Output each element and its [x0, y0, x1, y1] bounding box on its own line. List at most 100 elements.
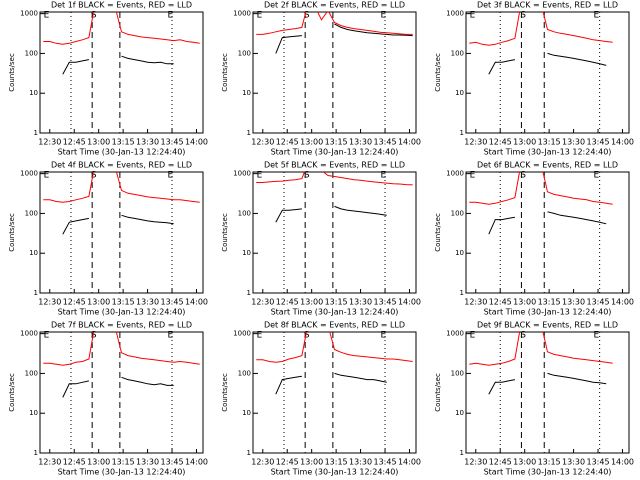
panel: Det 2f BLACK = Events, RED = LLD Start Ti…: [221, 1, 421, 157]
y-tick-label: 100: [238, 209, 251, 217]
event-marker: E: [381, 11, 387, 21]
panel: Det 5f BLACK = Events, RED = LLD Start Ti…: [221, 161, 421, 317]
panel-title: Det 2f BLACK = Events, RED = LLD: [264, 1, 405, 10]
event-marker: E: [381, 331, 387, 341]
plot-lines: [469, 172, 613, 235]
plot-frame: [252, 331, 417, 454]
x-tick-label: 12:30: [464, 458, 487, 467]
panel-title: Det 8f BLACK = Events, RED = LLD: [264, 321, 405, 330]
x-tick-label: 13:15: [325, 138, 348, 147]
event-marker: S: [520, 331, 526, 341]
event-marker: E: [168, 331, 174, 341]
y-tick-label: 1: [460, 129, 464, 137]
event-marker: S: [91, 331, 97, 341]
y-tick-label: 10: [29, 409, 38, 417]
event-marker: S: [304, 331, 310, 341]
x-tick-label: 13:00: [87, 138, 110, 147]
panel: Det 6f BLACK = Events, RED = LLD Start Ti…: [434, 161, 634, 317]
event-marker: E: [44, 171, 50, 181]
x-tick-label: 13:30: [562, 298, 585, 307]
y-tick-label: 1: [460, 289, 464, 297]
plot-frame: [465, 331, 630, 454]
x-tick-label: 13:00: [513, 458, 536, 467]
y-tick-label: 10: [29, 89, 38, 97]
event-marker: E: [257, 11, 263, 21]
plot-lines: [469, 12, 613, 75]
x-tick-label: 13:45: [160, 298, 183, 307]
event-marker: E: [470, 11, 476, 21]
series-line: [469, 332, 613, 366]
event-marker: S: [520, 11, 526, 21]
y-tick-label: 1000: [233, 330, 251, 338]
event-marker: E: [594, 331, 600, 341]
y-axis-label: Counts/sec: [221, 373, 229, 412]
event-marker: S: [91, 171, 97, 181]
x-tick-label: 13:00: [87, 298, 110, 307]
y-tick-label: 1000: [233, 10, 251, 18]
x-tick-label: 12:30: [38, 458, 61, 467]
x-tick-label: 12:30: [464, 298, 487, 307]
x-axis-label: Start Time (30-Jan-13 12:24:40): [271, 148, 399, 157]
x-tick-label: 13:00: [513, 138, 536, 147]
plot-lines: [256, 172, 413, 223]
x-axis-label: Start Time (30-Jan-13 12:24:40): [58, 468, 186, 477]
plot-lines: [469, 332, 613, 395]
series-line: [275, 23, 413, 54]
x-tick-label: 14:00: [611, 138, 634, 147]
x-axis-label: Start Time (30-Jan-13 12:24:40): [271, 308, 399, 317]
x-tick-label: 13:00: [87, 458, 110, 467]
y-axis-label: Counts/sec: [8, 213, 16, 252]
series-line: [256, 332, 413, 363]
y-tick-label: 1: [247, 129, 251, 137]
event-marker: E: [594, 171, 600, 181]
x-tick-label: 12:45: [489, 298, 512, 307]
x-tick-label: 13:15: [112, 298, 135, 307]
y-tick-label: 1000: [20, 10, 38, 18]
x-axis-label: Start Time (30-Jan-13 12:24:40): [271, 468, 399, 477]
y-tick-label: 1: [460, 449, 464, 457]
series-line: [62, 214, 174, 235]
event-marker: E: [594, 11, 600, 21]
y-tick-label: 1: [247, 449, 251, 457]
x-tick-label: 14:00: [611, 298, 634, 307]
y-axis-label: Counts/sec: [434, 53, 442, 92]
event-marker: E: [470, 331, 476, 341]
panel-title: Det 5f BLACK = Events, RED = LLD: [264, 161, 405, 170]
x-tick-label: 13:15: [325, 298, 348, 307]
x-tick-label: 12:45: [276, 458, 299, 467]
x-tick-label: 13:30: [349, 458, 372, 467]
y-tick-label: 1000: [20, 170, 38, 178]
panel: Det 8f BLACK = Events, RED = LLD Start Ti…: [221, 321, 421, 477]
panel-title: Det 7f BLACK = Events, RED = LLD: [51, 321, 192, 330]
plot-frame: [252, 11, 417, 134]
panel: Det 1f BLACK = Events, RED = LLD Start Ti…: [8, 1, 208, 157]
series-line: [43, 12, 200, 45]
plot-lines: [43, 172, 200, 235]
x-tick-label: 13:00: [300, 298, 323, 307]
x-tick-label: 13:30: [349, 298, 372, 307]
x-tick-label: 13:45: [160, 138, 183, 147]
x-axis-label: Start Time (30-Jan-13 12:24:40): [58, 148, 186, 157]
x-tick-label: 14:00: [398, 458, 421, 467]
y-tick-label: 100: [25, 49, 38, 57]
panel-title: Det 3f BLACK = Events, RED = LLD: [477, 1, 618, 10]
event-marker: E: [470, 171, 476, 181]
x-tick-label: 12:30: [251, 458, 274, 467]
y-tick-label: 1000: [446, 170, 464, 178]
panel-title: Det 9f BLACK = Events, RED = LLD: [477, 321, 618, 330]
y-tick-label: 10: [242, 89, 251, 97]
x-axis-label: Start Time (30-Jan-13 12:24:40): [484, 468, 612, 477]
series-line: [256, 172, 413, 186]
plot-lines: [256, 12, 413, 54]
y-tick-label: 100: [25, 209, 38, 217]
x-tick-label: 13:30: [349, 138, 372, 147]
y-tick-label: 100: [238, 49, 251, 57]
series-line: [62, 376, 174, 398]
y-tick-label: 1000: [20, 330, 38, 338]
event-marker: S: [304, 11, 310, 21]
event-marker: S: [304, 171, 310, 181]
x-tick-label: 12:30: [251, 298, 274, 307]
x-tick-label: 13:30: [136, 298, 159, 307]
x-tick-label: 14:00: [611, 458, 634, 467]
panel: Det 7f BLACK = Events, RED = LLD Start Ti…: [8, 321, 208, 477]
